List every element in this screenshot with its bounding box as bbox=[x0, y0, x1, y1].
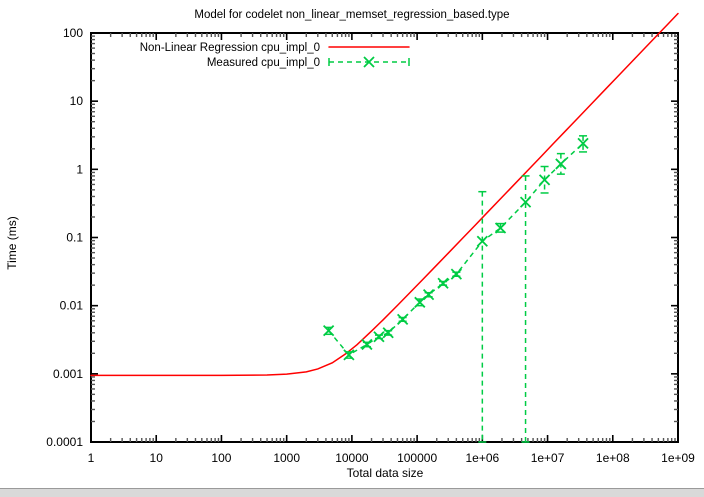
chart-title: Model for codelet non_linear_memset_regr… bbox=[194, 9, 509, 21]
y-tick-label: 0.01 bbox=[60, 299, 84, 313]
measured-data-line bbox=[328, 142, 584, 356]
x-tick-label: 1000 bbox=[273, 451, 300, 465]
y-axis-ticks bbox=[91, 32, 678, 443]
y-axis-tick-labels: 0.0001 0.001 0.01 0.1 1 10 100 bbox=[46, 26, 83, 449]
data-marker-x bbox=[437, 277, 449, 289]
measured-point bbox=[343, 349, 355, 361]
x-tick-label: 1e+08 bbox=[596, 451, 630, 465]
x-tick-label: 100000 bbox=[397, 451, 437, 465]
data-marker-x bbox=[361, 338, 373, 351]
y-tick-label: 0.1 bbox=[66, 231, 83, 245]
measured-point bbox=[437, 277, 449, 289]
data-marker-x bbox=[373, 331, 385, 343]
x-tick-label: 100 bbox=[211, 451, 231, 465]
data-marker-x bbox=[397, 313, 409, 325]
x-axis-title: Total data size bbox=[347, 466, 424, 480]
data-marker-x bbox=[343, 349, 355, 361]
measured-point bbox=[322, 325, 335, 337]
data-marker-x bbox=[422, 289, 435, 301]
measured-point bbox=[555, 152, 567, 175]
y-tick-label: 0.0001 bbox=[46, 435, 83, 449]
y-tick-label: 100 bbox=[63, 26, 83, 40]
measured-point bbox=[422, 289, 435, 301]
measured-point bbox=[577, 135, 589, 153]
data-marker-x bbox=[577, 137, 589, 150]
measured-point bbox=[450, 268, 463, 280]
legend-label: Measured cpu_impl_0 bbox=[207, 57, 320, 69]
data-marker-x bbox=[494, 222, 507, 234]
x-tick-label: 1e+09 bbox=[661, 451, 695, 465]
data-marker-x bbox=[538, 174, 551, 186]
data-marker-x bbox=[382, 327, 394, 339]
measured-point bbox=[397, 313, 409, 325]
measured-point bbox=[494, 222, 507, 234]
data-marker-x bbox=[450, 268, 463, 280]
measured-point bbox=[538, 165, 551, 194]
data-marker-x bbox=[519, 196, 532, 208]
chart-legend: Non-Linear Regression cpu_impl_0 Measured… bbox=[140, 42, 410, 69]
measured-point bbox=[519, 175, 532, 443]
x-tick-label: 1 bbox=[88, 451, 95, 465]
measured-point bbox=[382, 327, 394, 339]
measured-point bbox=[476, 190, 488, 443]
legend-label: Non-Linear Regression cpu_impl_0 bbox=[140, 42, 320, 54]
x-tick-label: 10000 bbox=[335, 451, 369, 465]
window-bottom-strip bbox=[0, 488, 704, 497]
x-tick-label: 1e+06 bbox=[465, 451, 499, 465]
y-tick-label: 10 bbox=[70, 94, 84, 108]
y-axis-title: Time (ms) bbox=[5, 216, 19, 270]
y-tick-label: 1 bbox=[76, 162, 83, 176]
x-axis-ticks bbox=[90, 33, 679, 442]
x-tick-label: 10 bbox=[150, 451, 164, 465]
y-tick-label: 0.001 bbox=[53, 367, 83, 381]
measured-point bbox=[373, 331, 385, 343]
model-regression-curve bbox=[90, 12, 679, 377]
data-marker-x bbox=[555, 158, 567, 170]
data-marker-x bbox=[322, 325, 335, 337]
x-axis-tick-labels: 1 10 100 1000 10000 100000 1e+06 1e+07 1e+08 1e+0… bbox=[88, 451, 696, 465]
x-tick-label: 1e+07 bbox=[531, 451, 565, 465]
data-marker-x bbox=[476, 235, 488, 247]
data-series-layer bbox=[90, 12, 679, 443]
measured-point bbox=[361, 338, 373, 351]
legend-key-marker bbox=[363, 56, 375, 68]
